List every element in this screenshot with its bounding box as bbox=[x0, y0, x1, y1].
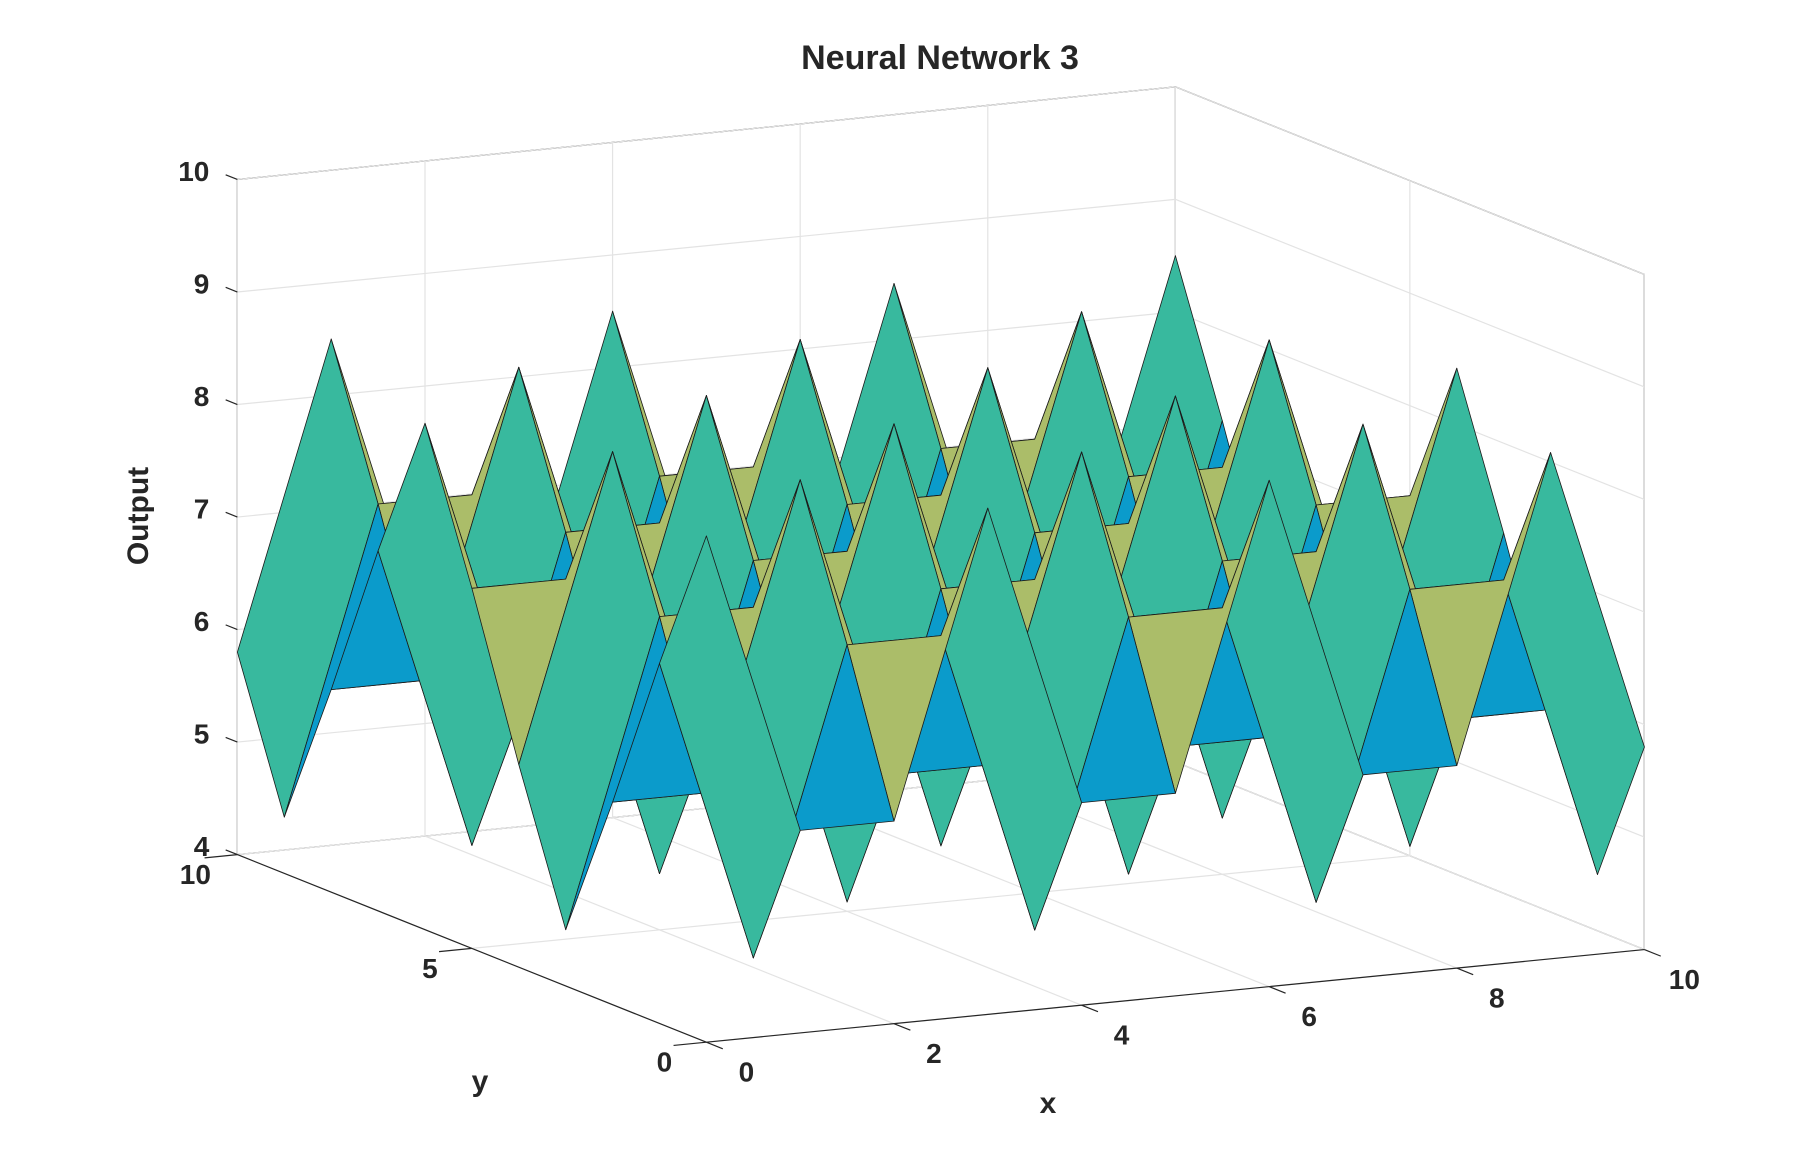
y-tick-label: 10 bbox=[180, 859, 211, 890]
x-tick-label: 2 bbox=[926, 1038, 942, 1069]
x-tick-label: 6 bbox=[1301, 1001, 1317, 1032]
grid-line bbox=[471, 855, 1410, 949]
y-axis-label: y bbox=[472, 1065, 489, 1098]
x-tick-label: 4 bbox=[1114, 1020, 1130, 1051]
surface-patch bbox=[659, 535, 801, 959]
y-axis bbox=[237, 854, 707, 1043]
z-tick-label: 8 bbox=[194, 381, 210, 412]
z-tick bbox=[225, 736, 238, 743]
z-tick bbox=[225, 174, 238, 181]
x-tick bbox=[1268, 986, 1286, 994]
z-tick bbox=[225, 399, 238, 406]
y-tick bbox=[673, 1041, 707, 1047]
z-tick bbox=[225, 624, 238, 631]
grid-line bbox=[237, 198, 1176, 293]
z-tick-label: 5 bbox=[194, 718, 210, 749]
x-tick-label: 8 bbox=[1489, 982, 1505, 1013]
grid-line bbox=[237, 86, 1176, 181]
z-tick-label: 9 bbox=[194, 268, 210, 299]
chart-title: Neural Network 3 bbox=[801, 39, 1079, 77]
z-axis-label: Output bbox=[122, 467, 155, 565]
grid-line bbox=[1175, 761, 1645, 951]
x-axis-label: x bbox=[1040, 1087, 1057, 1120]
x-tick bbox=[893, 1023, 911, 1031]
y-tick-label: 5 bbox=[422, 953, 438, 984]
y-tick-label: 0 bbox=[657, 1047, 673, 1078]
grid-line bbox=[1175, 86, 1645, 276]
y-tick bbox=[438, 947, 472, 953]
x-tick-label: 10 bbox=[1669, 964, 1700, 995]
z-tick-label: 7 bbox=[194, 493, 210, 524]
z-tick-label: 10 bbox=[178, 156, 209, 187]
y-tick bbox=[204, 854, 238, 859]
x-tick bbox=[1081, 1004, 1099, 1013]
x-tick bbox=[706, 1041, 724, 1050]
z-tick bbox=[225, 286, 238, 293]
surface bbox=[236, 255, 1645, 959]
z-tick bbox=[225, 511, 238, 518]
grid-line bbox=[1175, 198, 1645, 388]
x-tick-label: 0 bbox=[739, 1057, 755, 1088]
z-tick-label: 4 bbox=[194, 831, 210, 862]
grid-line bbox=[1175, 311, 1645, 501]
z-tick bbox=[225, 849, 238, 856]
grid-line bbox=[237, 311, 1176, 406]
x-tick bbox=[1456, 967, 1474, 976]
z-tick-label: 6 bbox=[194, 606, 210, 637]
x-axis bbox=[706, 948, 1645, 1043]
x-tick bbox=[1644, 949, 1661, 957]
